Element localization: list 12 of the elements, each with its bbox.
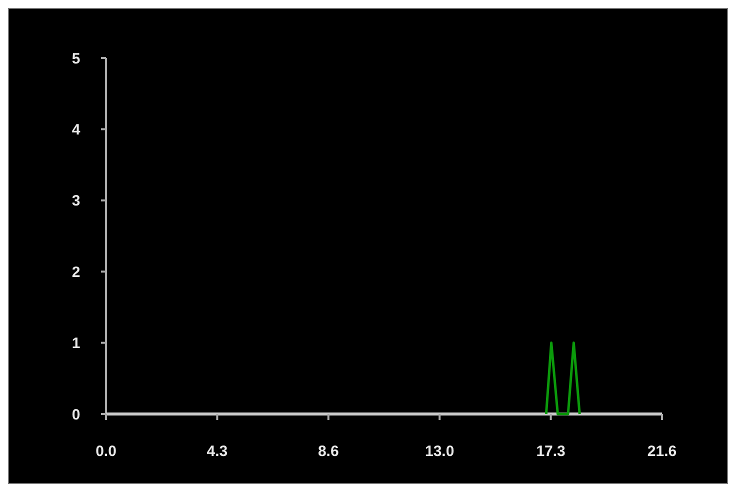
- y-tick-label: 2: [72, 264, 80, 281]
- x-tick-label: 0.0: [96, 443, 116, 460]
- y-tick-label: 5: [72, 50, 80, 68]
- x-tick-label: 21.6: [647, 443, 677, 460]
- y-tick-label: 0: [72, 406, 80, 424]
- x-tick-label: 4.3: [206, 443, 228, 460]
- y-tick-label: 1: [72, 335, 80, 352]
- x-tick-label: 8.6: [318, 443, 339, 460]
- y-tick-label: 4: [72, 121, 81, 138]
- y-tick-label: 3: [72, 192, 80, 210]
- x-tick-label: 17.3: [536, 443, 566, 460]
- x-tick-label: 13.0: [425, 443, 454, 460]
